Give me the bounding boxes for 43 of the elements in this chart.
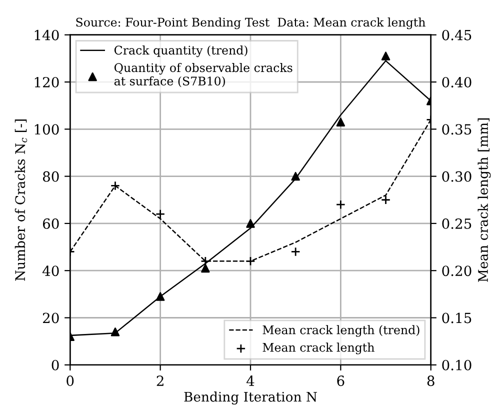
x-tick-label: 0 <box>66 376 74 386</box>
y-tick-label: 140 <box>34 30 59 40</box>
y2-axis-title: Mean crack length [mm] <box>478 118 491 282</box>
point <box>156 292 165 301</box>
x-tick-label: 8 <box>427 376 434 386</box>
y-tick-label: 80 <box>42 171 59 182</box>
legend-label: Crack quantity (trend) <box>114 45 248 58</box>
point <box>201 264 210 273</box>
y-tick-label: 120 <box>34 76 59 88</box>
point <box>381 52 390 60</box>
point <box>110 180 120 191</box>
y-tick-label: 20 <box>42 312 59 324</box>
y2-tick-label: 0.20 <box>442 266 472 276</box>
point <box>380 195 391 205</box>
y-axis-title: Number of Cracks N$_{c}$ [-] <box>14 119 28 281</box>
x-tick-label: 2 <box>156 376 164 386</box>
point <box>336 118 346 126</box>
y2-tick-label: 0.40 <box>442 76 472 88</box>
point <box>336 200 346 210</box>
point <box>156 209 166 219</box>
point <box>110 328 120 336</box>
legend-label: Mean crack length (trend) <box>262 325 420 337</box>
legend-label: Mean crack length <box>262 342 374 354</box>
x-tick-label: 6 <box>337 376 344 386</box>
y-tick-label: 0 <box>52 360 59 370</box>
x-axis-title: Bending Iteration N <box>184 392 317 404</box>
chart-title: Source: Four-Point Bending Test Data: Mean crack length <box>76 18 426 30</box>
y2-tick-label: 0.10 <box>442 360 472 370</box>
y2-tick-label: 0.45 <box>442 30 472 40</box>
y2-tick-label: 0.35 <box>442 124 472 135</box>
y-tick-label: 100 <box>34 124 59 135</box>
point <box>246 219 255 228</box>
y-tick-label: 60 <box>42 218 59 229</box>
point <box>246 256 256 266</box>
point <box>291 172 300 181</box>
point <box>290 246 300 257</box>
legend-label: Quantity of observable cracks at surface (S7B10) <box>114 62 292 88</box>
point <box>200 256 210 266</box>
y2-tick-label: 0.25 <box>442 218 472 229</box>
x-tick-label: 4 <box>246 376 254 386</box>
y2-tick-label: 0.30 <box>442 171 472 182</box>
y2-tick-label: 0.15 <box>442 312 472 324</box>
y-tick-label: 40 <box>42 266 59 276</box>
